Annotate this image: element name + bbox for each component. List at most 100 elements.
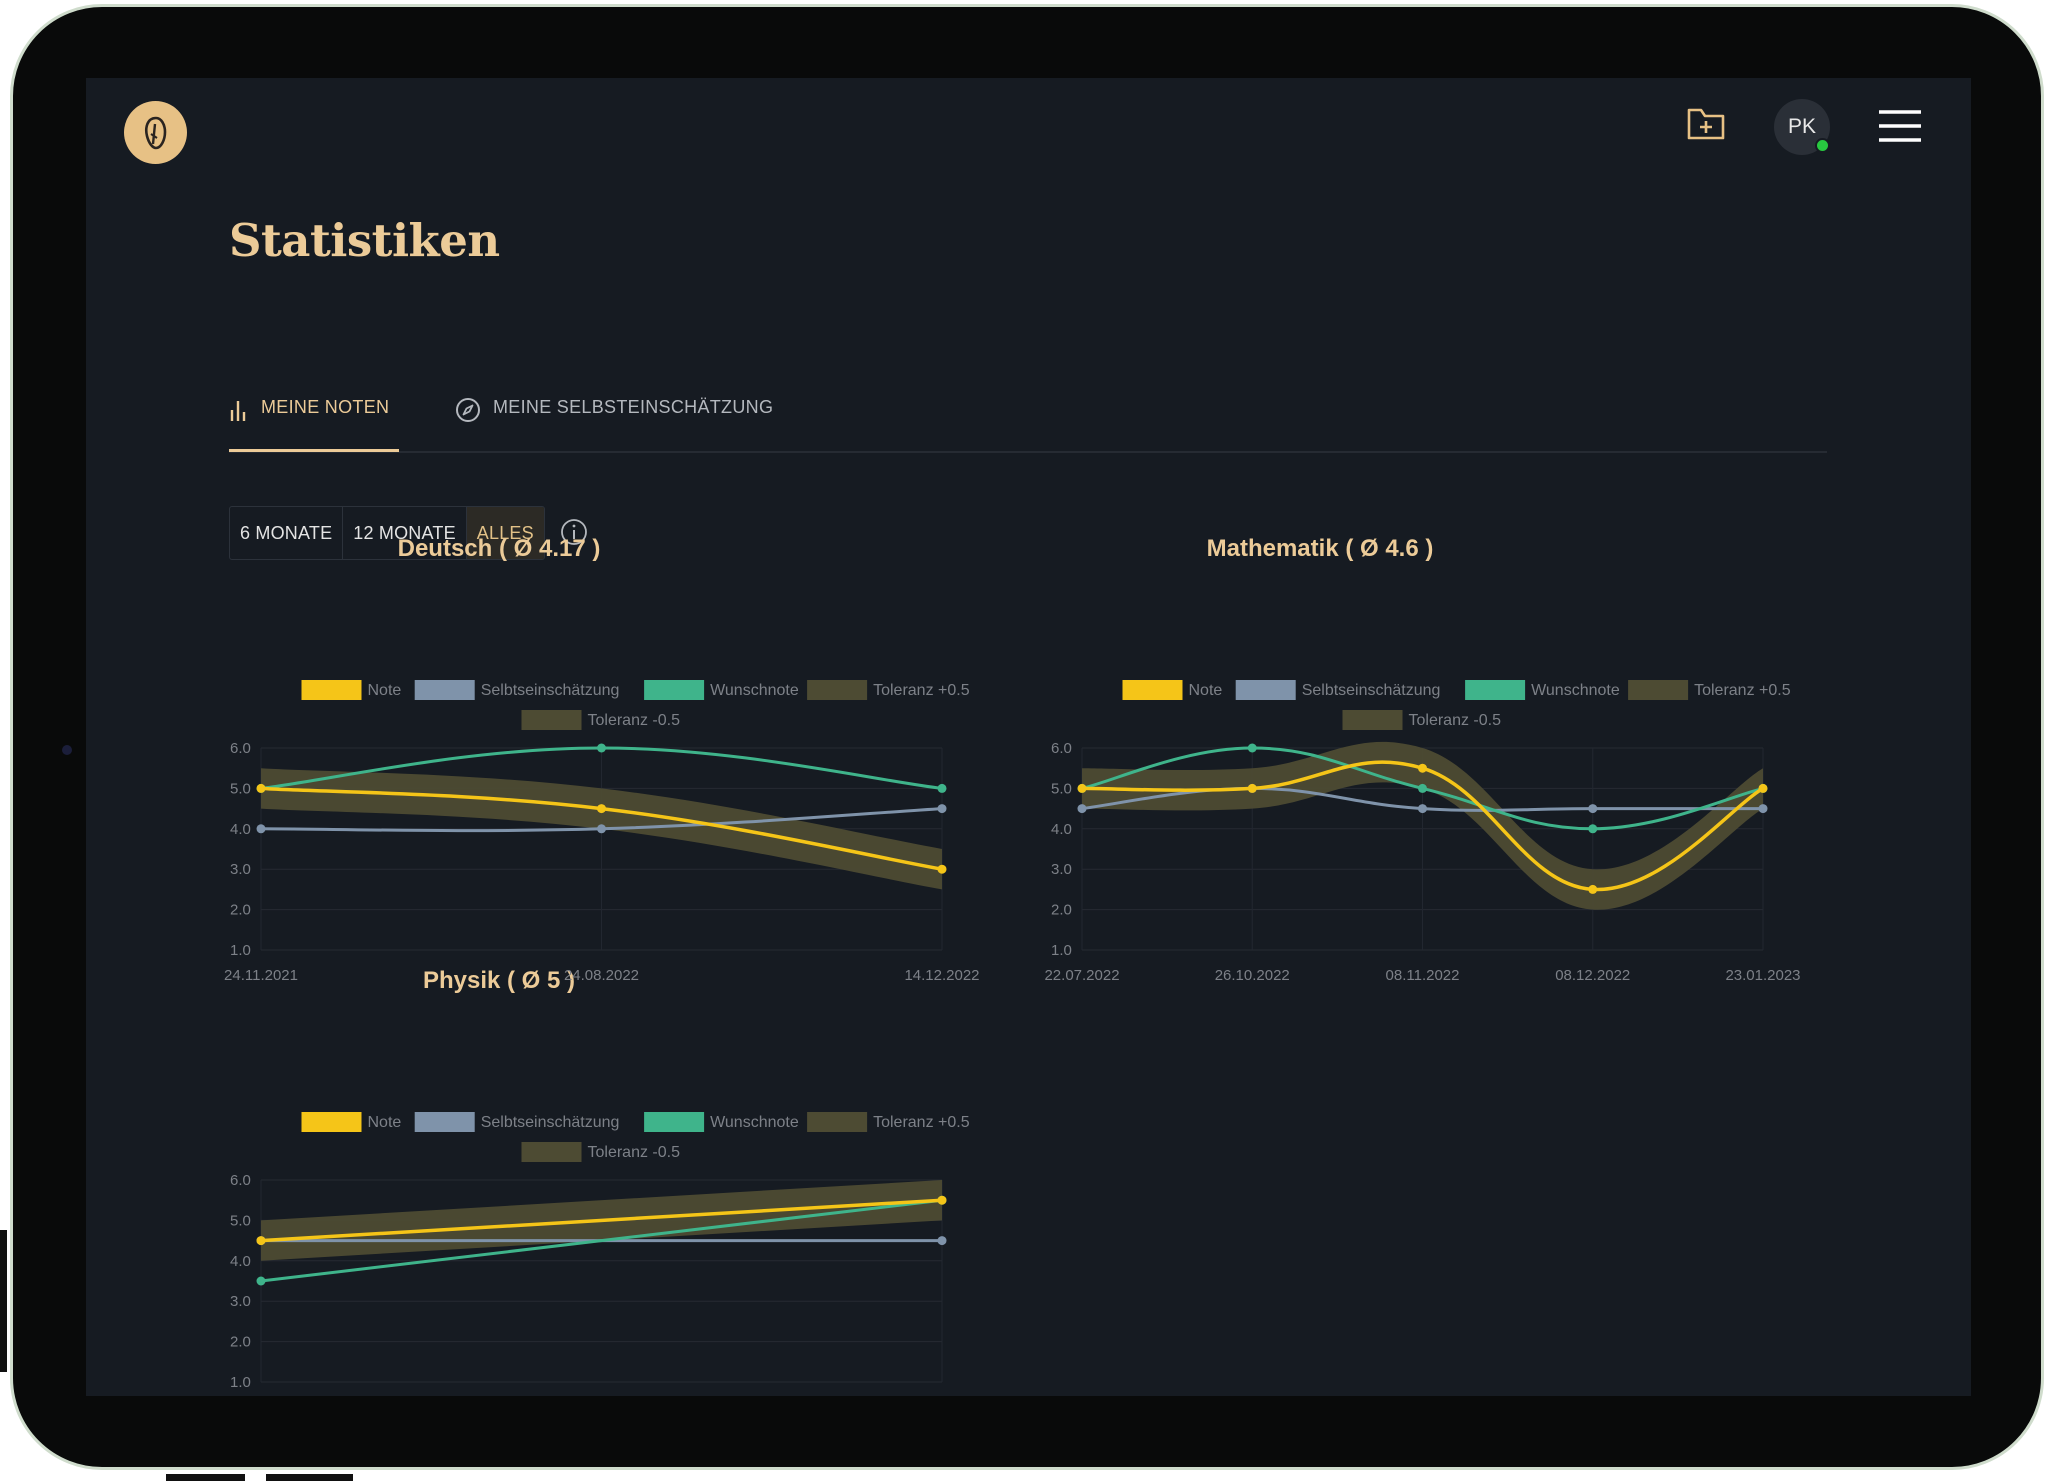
y-tick-label: 1.0 (230, 942, 251, 959)
range-12-monate-button[interactable]: 12 MONATE (343, 507, 467, 559)
legend-label-toleranz-0-5: Toleranz +0.5 (1694, 682, 1791, 699)
data-point-note (1588, 884, 1598, 894)
series-line-wunschnote (260, 1198, 943, 1283)
data-point-note (1077, 783, 1087, 793)
data-point-selbtseinschätzung (937, 1236, 947, 1246)
legend-label-note: Note (368, 1114, 402, 1131)
legend-label-note: Note (368, 682, 402, 699)
tab-meine-selbsteinschaetzung[interactable]: MEINE SELBSTEINSCHÄTZUNG (455, 397, 773, 449)
online-status-dot (1815, 138, 1830, 153)
y-tick-label: 3.0 (230, 861, 251, 878)
legend-label-toleranz-0-5: Toleranz -0.5 (1409, 712, 1502, 729)
legend-label-wunschnote: Wunschnote (1531, 682, 1620, 699)
legend-swatch-toleranz-0-5 (521, 1142, 582, 1162)
y-tick-label: 5.0 (230, 780, 251, 797)
front-camera (62, 745, 72, 755)
data-point-wunschnote (1588, 824, 1598, 834)
chart-title-mathematik: Mathematik ( Ø 4.6 ) (1206, 535, 1434, 562)
legend-label-wunschnote: Wunschnote (710, 682, 799, 699)
bar-chart-icon (230, 401, 246, 421)
y-tick-label: 6.0 (230, 740, 251, 757)
legend-label-note: Note (1189, 682, 1223, 699)
device-power-button (266, 1474, 353, 1481)
data-point-wunschnote (1247, 743, 1257, 753)
y-tick-label: 4.0 (230, 821, 251, 838)
avatar-initials: PK (1787, 115, 1816, 138)
data-point-selbtseinschätzung (256, 824, 266, 834)
y-tick-label: 1.0 (230, 1374, 251, 1391)
tolerance-band (1082, 741, 1763, 910)
data-point-selbtseinschätzung (937, 804, 947, 814)
data-point-selbtseinschätzung (1077, 804, 1087, 814)
legend-swatch-selbtseinschätzung (414, 1112, 475, 1132)
legend-swatch-wunschnote (644, 1112, 705, 1132)
data-point-note (256, 783, 266, 793)
y-tick-label: 6.0 (1051, 740, 1072, 757)
data-point-note (1247, 783, 1257, 793)
y-tick-label: 5.0 (230, 1212, 251, 1229)
device-volume-button (166, 1474, 245, 1481)
time-range-selector: 6 MONATE 12 MONATE ALLES (229, 506, 545, 560)
x-tick-label: 08.12.2022 (1555, 967, 1630, 984)
tab-label: MEINE SELBSTEINSCHÄTZUNG (493, 397, 774, 417)
page-title: Statistiken (229, 214, 500, 267)
data-point-selbtseinschätzung (1588, 804, 1598, 814)
legend-swatch-selbtseinschätzung (414, 680, 475, 700)
y-tick-label: 2.0 (230, 1334, 251, 1351)
y-tick-label: 2.0 (1051, 902, 1072, 919)
data-point-note (937, 1195, 947, 1205)
legend-label-selbtseinschätzung: Selbtseinschätzung (1302, 682, 1441, 699)
device-side-button (0, 1230, 7, 1372)
legend-label-selbtseinschätzung: Selbtseinschätzung (481, 682, 620, 699)
y-tick-label: 5.0 (1051, 780, 1072, 797)
legend-swatch-toleranz-0-5 (1342, 710, 1403, 730)
app-logo-icon[interactable] (124, 101, 187, 164)
user-avatar[interactable]: PK (1774, 99, 1830, 155)
series-line-note (1081, 760, 1764, 892)
data-point-wunschnote (597, 743, 606, 753)
x-tick-label: 24.08.2022 (564, 967, 639, 984)
legend-swatch-note (301, 680, 362, 700)
chart-title-physik: Physik ( Ø 5 ) (422, 967, 576, 994)
range-6-monate-button[interactable]: 6 MONATE (230, 507, 344, 559)
y-tick-label: 4.0 (1051, 821, 1072, 838)
tab-label: MEINE NOTEN (261, 397, 390, 417)
data-point-note (597, 804, 606, 814)
legend-swatch-toleranz-0-5 (521, 710, 582, 730)
tab-meine-noten[interactable]: MEINE NOTEN (229, 397, 399, 452)
y-tick-label: 4.0 (230, 1253, 251, 1270)
data-point-wunschnote (1418, 783, 1427, 793)
tolerance-band (261, 768, 942, 890)
legend-label-toleranz-0-5: Toleranz -0.5 (588, 1144, 681, 1161)
y-tick-label: 6.0 (230, 1172, 251, 1189)
legend-label-selbtseinschätzung: Selbtseinschätzung (481, 1114, 620, 1131)
data-point-wunschnote (937, 783, 947, 793)
data-point-wunschnote (256, 1276, 266, 1286)
app-screen: PK Statistiken MEINE NOTEN MEINE SELBSTE… (86, 78, 1971, 1396)
y-tick-label: 2.0 (230, 902, 251, 919)
series-line-note (260, 1198, 943, 1243)
x-tick-label: 23.01.2023 (1725, 967, 1800, 984)
chart-physik: Note Selbtseinschätzung Wunschnote Toleranz… (230, 1112, 970, 1391)
folder-plus-icon[interactable] (1684, 102, 1728, 146)
legend-label-wunschnote: Wunschnote (710, 1114, 799, 1131)
legend-label-toleranz-0-5: Toleranz +0.5 (873, 1114, 970, 1131)
y-tick-label: 1.0 (1051, 942, 1072, 959)
info-icon[interactable] (560, 518, 588, 551)
hamburger-menu-icon[interactable] (1877, 106, 1923, 146)
tab-bar: MEINE NOTEN MEINE SELBSTEINSCHÄTZUNG (229, 383, 1827, 453)
x-tick-label: 24.11.2021 (224, 967, 298, 984)
legend-swatch-toleranz-0-5 (1628, 680, 1689, 700)
data-point-selbtseinschätzung (1418, 804, 1427, 814)
legend-swatch-selbtseinschätzung (1235, 680, 1296, 700)
chart-mathematik: Note Selbtseinschätzung Wunschnote Toleranz… (1044, 680, 1801, 984)
data-point-note (937, 864, 947, 874)
chart-deutsch: Note Selbtseinschätzung Wunschnote Toleranz… (224, 680, 980, 984)
legend-swatch-wunschnote (644, 680, 705, 700)
range-alles-button[interactable]: ALLES (466, 507, 544, 559)
compass-icon (456, 398, 480, 422)
x-tick-label: 26.10.2022 (1215, 967, 1290, 984)
x-tick-label: 08.11.2022 (1386, 967, 1460, 984)
legend-label-toleranz-0-5: Toleranz -0.5 (588, 712, 681, 729)
y-tick-label: 3.0 (1051, 861, 1072, 878)
